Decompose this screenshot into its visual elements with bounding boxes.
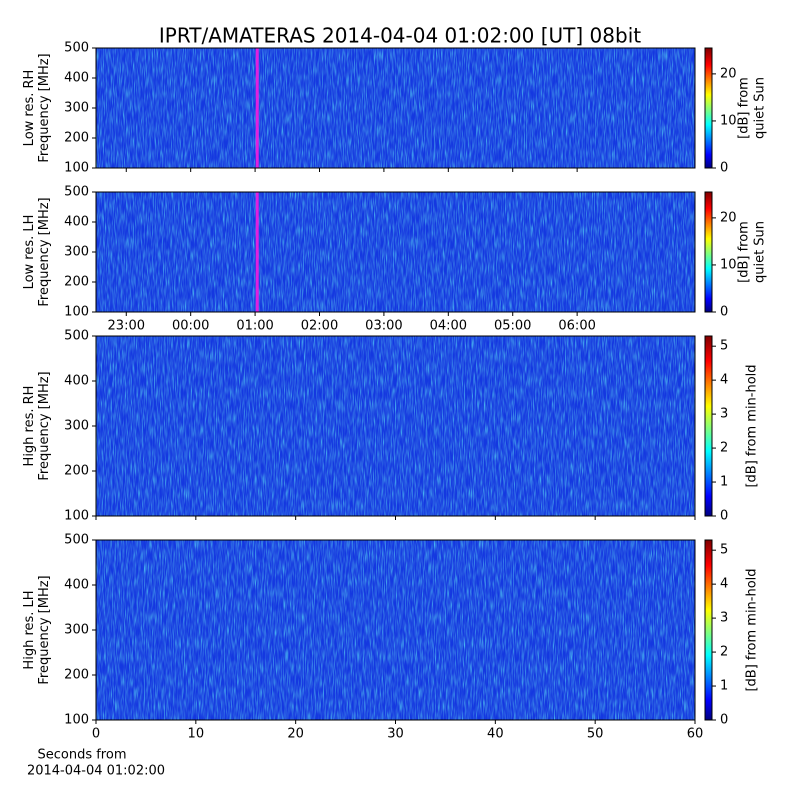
y-tick-label: 400 <box>64 215 89 230</box>
x-tick-label: 06:00 <box>558 319 595 334</box>
y-tick-label: 300 <box>64 101 89 116</box>
colorbar <box>704 191 713 313</box>
x-tick-label: 02:00 <box>301 319 338 334</box>
x-axis-label: 2014-04-04 01:02:00 <box>27 764 165 779</box>
colorbar-label: quiet Sun <box>753 77 768 139</box>
y-tick-label: 300 <box>64 623 89 638</box>
colorbar-label: [dB] from <box>737 77 752 139</box>
colorbar-tick-label: 4 <box>720 577 728 592</box>
colorbar-tick-label: 2 <box>720 441 728 456</box>
x-tick-label: 03:00 <box>365 319 402 334</box>
colorbar-tick-label: 4 <box>720 373 728 388</box>
colorbar <box>704 335 713 517</box>
y-axis-label: High res. RH <box>22 386 37 467</box>
colorbar-tick-label: 0 <box>720 713 728 728</box>
colorbar-tick-label: 5 <box>720 339 728 354</box>
colorbar-tick-label: 3 <box>720 407 728 422</box>
colorbar-tick-label: 20 <box>720 210 737 225</box>
x-tick-label: 50 <box>587 727 604 742</box>
y-axis-label: Frequency [MHz] <box>37 197 52 306</box>
figure-title: IPRT/AMATERAS 2014-04-04 01:02:00 [UT] 0… <box>159 24 641 48</box>
colorbar-tick-label: 10 <box>720 113 737 128</box>
x-tick-label: 01:00 <box>236 319 273 334</box>
x-tick-label: 20 <box>287 727 304 742</box>
x-tick-label: 40 <box>487 727 504 742</box>
colorbar-tick-label: 5 <box>720 543 728 558</box>
y-tick-label: 200 <box>64 131 89 146</box>
colorbar-label: [dB] from min-hold <box>745 568 760 691</box>
spectrogram-texture <box>96 540 695 720</box>
y-axis-label: High res. LH <box>22 590 37 669</box>
y-axis-label: Low res. LH <box>22 215 37 290</box>
colorbar-tick-label: 0 <box>720 161 728 176</box>
colorbar-tick-label: 20 <box>720 66 737 81</box>
x-tick-label: 30 <box>387 727 404 742</box>
x-tick-label: 05:00 <box>494 319 531 334</box>
x-tick-label: 00:00 <box>172 319 209 334</box>
x-axis-label: Seconds from <box>37 748 126 763</box>
y-axis-label: Frequency [MHz] <box>37 575 52 684</box>
colorbar-tick-label: 2 <box>720 645 728 660</box>
colorbar-label: quiet Sun <box>753 221 768 283</box>
colorbar-label: [dB] from min-hold <box>745 364 760 487</box>
y-tick-label: 400 <box>64 71 89 86</box>
colorbar <box>704 47 713 169</box>
y-tick-label: 300 <box>64 245 89 260</box>
colorbar-tick-label: 10 <box>720 257 737 272</box>
y-tick-label: 300 <box>64 419 89 434</box>
colorbar <box>704 539 713 721</box>
x-tick-label: 04:00 <box>430 319 467 334</box>
x-tick-label: 23:00 <box>108 319 145 334</box>
colorbar-tick-label: 1 <box>720 679 728 694</box>
colorbar-tick-label: 1 <box>720 475 728 490</box>
colorbar-tick-label: 0 <box>720 509 728 524</box>
spectrogram-texture <box>96 192 695 312</box>
y-tick-label: 100 <box>64 713 89 728</box>
x-tick-label: 10 <box>188 727 205 742</box>
y-tick-label: 500 <box>64 533 89 548</box>
y-tick-label: 200 <box>64 464 89 479</box>
y-tick-label: 500 <box>64 329 89 344</box>
y-tick-label: 400 <box>64 578 89 593</box>
spectrogram-texture <box>96 48 695 168</box>
y-tick-label: 500 <box>64 185 89 200</box>
spectrogram-texture <box>96 336 695 516</box>
y-axis-label: Low res. RH <box>22 70 37 147</box>
colorbar-label: [dB] from <box>737 221 752 283</box>
y-tick-label: 200 <box>64 668 89 683</box>
y-tick-label: 100 <box>64 305 89 320</box>
y-tick-label: 400 <box>64 374 89 389</box>
y-tick-label: 100 <box>64 161 89 176</box>
y-tick-label: 100 <box>64 509 89 524</box>
x-tick-label: 0 <box>92 727 100 742</box>
y-axis-label: Frequency [MHz] <box>37 371 52 480</box>
x-tick-label: 60 <box>687 727 704 742</box>
y-axis-label: Frequency [MHz] <box>37 53 52 162</box>
colorbar-tick-label: 3 <box>720 611 728 626</box>
colorbar-tick-label: 0 <box>720 305 728 320</box>
y-tick-label: 200 <box>64 275 89 290</box>
y-tick-label: 500 <box>64 41 89 56</box>
